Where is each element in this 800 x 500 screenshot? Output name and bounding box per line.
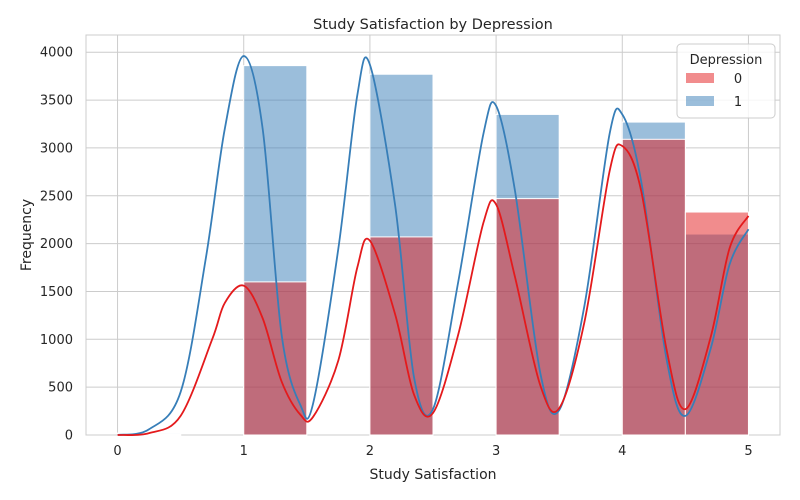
y-tick-label: 2500 bbox=[40, 189, 73, 204]
histogram-bars bbox=[117, 65, 749, 436]
y-tick-labels: 0 500 1000 1500 2000 2500 3000 3500 4000 bbox=[40, 46, 73, 444]
x-tick-label: 4 bbox=[618, 444, 626, 459]
y-tick-label: 4000 bbox=[40, 46, 73, 61]
kde-line-series-0 bbox=[117, 143, 750, 437]
x-tick-label: 3 bbox=[492, 444, 500, 459]
y-tick-label: 0 bbox=[65, 429, 73, 444]
kde-curves bbox=[117, 55, 750, 437]
chart-title: Study Satisfaction by Depression bbox=[313, 17, 553, 33]
x-tick-labels: 0 1 2 3 4 5 bbox=[113, 444, 752, 459]
legend-label-series-0: 0 bbox=[734, 72, 742, 87]
y-tick-label: 2000 bbox=[40, 237, 73, 252]
x-axis-title: Study Satisfaction bbox=[369, 467, 496, 483]
x-tick-label: 0 bbox=[113, 444, 121, 459]
x-tick-label: 2 bbox=[366, 444, 374, 459]
legend-swatch-series-0 bbox=[686, 73, 714, 83]
x-tick-label: 1 bbox=[240, 444, 248, 459]
y-tick-label: 500 bbox=[48, 381, 73, 396]
legend-title: Depression bbox=[690, 53, 763, 68]
legend: Depression 0 1 bbox=[676, 43, 776, 119]
y-tick-label: 3500 bbox=[40, 94, 73, 109]
y-tick-label: 1500 bbox=[40, 285, 73, 300]
kde-line-series-1 bbox=[117, 55, 750, 436]
y-tick-label: 1000 bbox=[40, 333, 73, 348]
legend-swatch-series-1 bbox=[686, 96, 714, 106]
y-tick-label: 3000 bbox=[40, 141, 73, 156]
x-tick-label: 5 bbox=[744, 444, 752, 459]
y-axis-title: Frequency bbox=[19, 199, 35, 271]
legend-label-series-1: 1 bbox=[734, 95, 742, 110]
